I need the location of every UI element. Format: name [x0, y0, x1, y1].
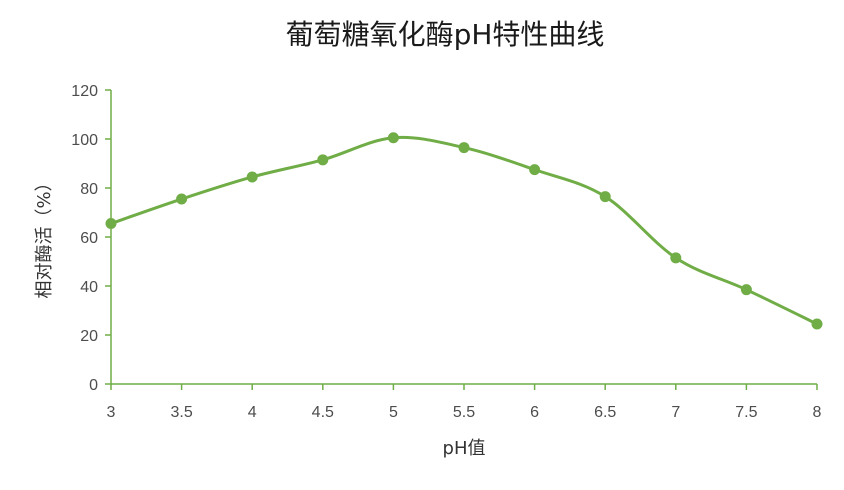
x-tick-label: 6.5 — [594, 404, 616, 421]
data-point — [317, 154, 329, 166]
data-point — [811, 318, 823, 330]
data-point — [458, 142, 470, 154]
y-tick-label: 40 — [80, 279, 98, 296]
x-axis-label: pH值 — [443, 438, 486, 459]
y-tick-label: 80 — [80, 181, 98, 198]
y-tick-label: 60 — [80, 230, 98, 247]
x-tick-label: 4.5 — [312, 404, 334, 421]
series-line — [109, 135, 819, 326]
data-point — [387, 132, 399, 144]
data-point — [105, 218, 117, 230]
x-tick-label: 5 — [389, 404, 398, 421]
data-point — [670, 252, 682, 264]
data-point — [529, 164, 541, 176]
y-axis-label: 相对酶活（%） — [34, 173, 55, 298]
x-tick-label: 4 — [248, 404, 257, 421]
x-tick-label: 5.5 — [453, 404, 475, 421]
chart-title: 葡萄糖氧化酶pH特性曲线 — [286, 18, 605, 51]
data-point — [740, 284, 752, 296]
y-tick-label: 20 — [80, 328, 98, 345]
axes: 0 20 40 60 80 100 120 3 3.5 4 4.5 5 5.5 6 6.5 7 7.5 8 — [71, 83, 821, 421]
x-tick-label: 3.5 — [170, 404, 192, 421]
x-tick-label: 6 — [530, 404, 539, 421]
y-tick-label: 100 — [71, 132, 98, 149]
data-point — [599, 191, 611, 203]
series-layer — [105, 132, 823, 330]
data-point — [246, 171, 258, 183]
x-tick-label: 7.5 — [735, 404, 757, 421]
x-tick-label: 8 — [813, 404, 822, 421]
data-point — [176, 193, 188, 205]
y-tick-label: 120 — [71, 83, 98, 100]
y-tick-label: 0 — [89, 377, 98, 394]
x-tick-label: 3 — [107, 404, 116, 421]
x-tick-label: 7 — [671, 404, 680, 421]
